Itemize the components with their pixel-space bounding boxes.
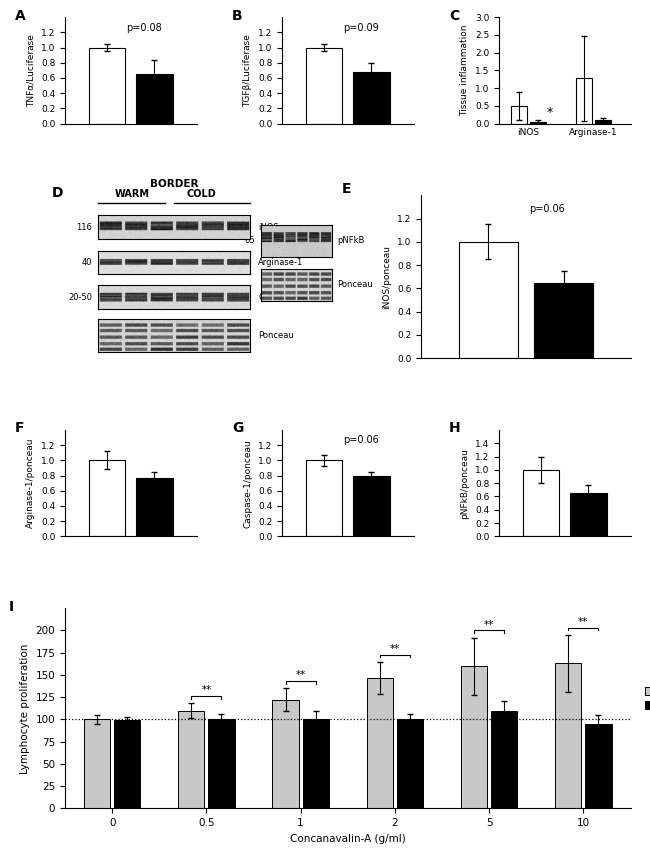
Text: p=0.08: p=0.08: [126, 22, 162, 33]
Bar: [136, 478, 173, 537]
Y-axis label: iNOS/ponceau: iNOS/ponceau: [383, 245, 391, 309]
Text: **: **: [578, 617, 588, 627]
Text: Ponceau: Ponceau: [337, 280, 373, 290]
Text: BORDER: BORDER: [150, 179, 198, 189]
Y-axis label: Caspase-1/ponceau: Caspase-1/ponceau: [243, 439, 252, 527]
Text: Ponceau: Ponceau: [258, 331, 294, 340]
Bar: [208, 719, 235, 808]
Y-axis label: pNFkB/ponceau: pNFkB/ponceau: [460, 448, 469, 519]
Text: G: G: [232, 421, 243, 435]
Bar: [491, 711, 517, 808]
Text: 20-50: 20-50: [68, 292, 92, 302]
Text: **: **: [296, 670, 306, 680]
Bar: [534, 283, 593, 358]
Bar: [178, 710, 205, 808]
Bar: [353, 72, 390, 124]
Bar: [555, 663, 582, 808]
Bar: [84, 720, 111, 808]
Text: Caspase-1: Caspase-1: [258, 292, 302, 302]
Bar: [461, 666, 488, 808]
Text: **: **: [390, 643, 400, 654]
Text: COLD: COLD: [187, 188, 216, 199]
Bar: [367, 678, 393, 808]
Text: H: H: [449, 421, 461, 435]
Bar: [595, 120, 611, 124]
X-axis label: Concanavalin-A (g/ml): Concanavalin-A (g/ml): [290, 833, 406, 844]
Bar: [136, 74, 173, 124]
Text: **: **: [202, 685, 211, 696]
Text: I: I: [8, 600, 14, 614]
Text: B: B: [232, 9, 242, 22]
Text: p=0.06: p=0.06: [343, 435, 379, 445]
Text: WARM: WARM: [115, 188, 150, 199]
Text: p=0.09: p=0.09: [343, 22, 379, 33]
Text: pNFkB: pNFkB: [337, 237, 365, 245]
Bar: [570, 493, 607, 537]
Text: E: E: [342, 182, 351, 196]
Text: 40: 40: [82, 258, 92, 267]
Bar: [302, 720, 329, 808]
Text: iNOS: iNOS: [258, 223, 279, 231]
Bar: [272, 700, 299, 808]
Y-axis label: Tissue inflammation: Tissue inflammation: [460, 25, 469, 116]
Bar: [306, 460, 343, 537]
Text: p=0.06: p=0.06: [529, 204, 565, 213]
Bar: [530, 122, 546, 124]
Text: **: **: [484, 619, 494, 630]
Y-axis label: TGFβ/Luciferase: TGFβ/Luciferase: [243, 34, 252, 107]
Y-axis label: Lymphocyte proliferation: Lymphocyte proliferation: [20, 643, 30, 773]
Text: C: C: [449, 9, 460, 22]
Y-axis label: TNFα/Luciferase: TNFα/Luciferase: [27, 34, 35, 107]
Bar: [459, 242, 517, 358]
Bar: [523, 470, 560, 537]
Bar: [88, 460, 125, 537]
Bar: [88, 47, 125, 124]
Text: 116: 116: [76, 223, 92, 231]
Text: *: *: [546, 106, 552, 119]
Bar: [585, 724, 612, 808]
Text: Arginase-1: Arginase-1: [258, 258, 304, 267]
Text: A: A: [15, 9, 26, 22]
Bar: [306, 47, 343, 124]
Legend: WARM, COLD: WARM, COLD: [641, 682, 650, 715]
Text: 65: 65: [245, 237, 255, 245]
Bar: [353, 476, 390, 537]
Bar: [114, 721, 140, 808]
Text: D: D: [51, 186, 63, 200]
Y-axis label: Arginase-1/ponceau: Arginase-1/ponceau: [27, 438, 35, 528]
Bar: [576, 78, 592, 124]
Text: F: F: [15, 421, 25, 435]
Bar: [396, 719, 423, 808]
Bar: [511, 106, 527, 124]
